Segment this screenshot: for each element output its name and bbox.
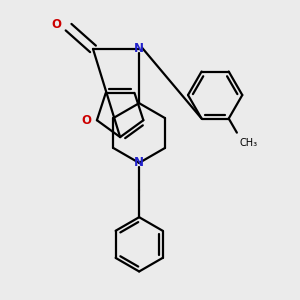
Text: N: N bbox=[134, 42, 144, 56]
Text: N: N bbox=[134, 156, 144, 170]
Text: O: O bbox=[52, 18, 62, 31]
Text: CH₃: CH₃ bbox=[240, 138, 258, 148]
Text: O: O bbox=[82, 114, 92, 127]
